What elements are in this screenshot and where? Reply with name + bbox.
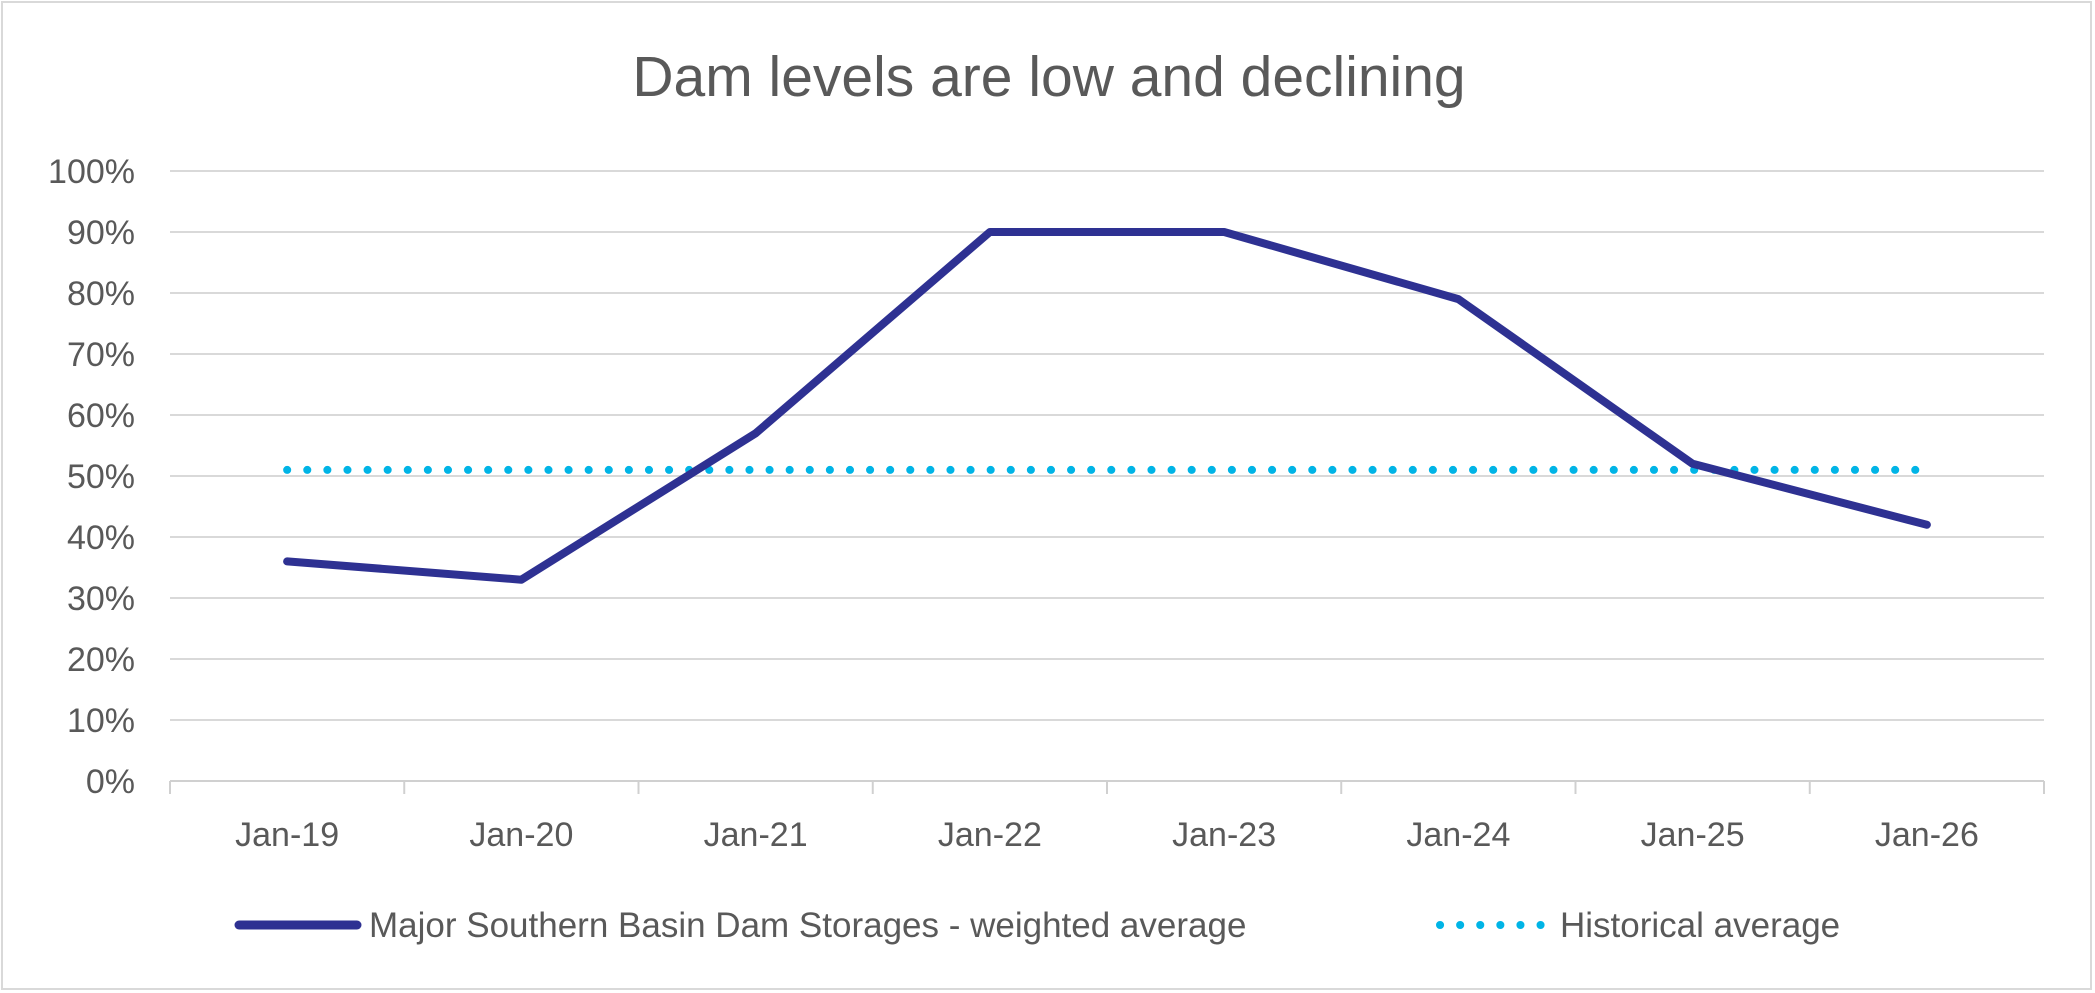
y-tick-label: 70% xyxy=(67,336,135,374)
series-line-dam-storages xyxy=(283,228,1931,584)
legend-label: Historical average xyxy=(1560,906,1840,945)
x-axis-tick-labels: Jan-19 Jan-20 Jan-21 Jan-22 Jan-23 Jan-24 Jan-… xyxy=(235,816,1979,854)
y-tick-label: 20% xyxy=(67,641,135,679)
y-tick-label: 60% xyxy=(67,397,135,435)
gridlines xyxy=(170,170,2044,721)
x-axis xyxy=(169,780,2045,794)
plot-area xyxy=(283,228,1931,584)
x-tick-label: Jan-26 xyxy=(1875,816,1979,854)
y-tick-label: 100% xyxy=(48,153,135,191)
x-tick-label: Jan-23 xyxy=(1172,816,1276,854)
x-tick-label: Jan-19 xyxy=(235,816,339,854)
x-tick-label: Jan-21 xyxy=(704,816,808,854)
x-tick-label: Jan-24 xyxy=(1406,816,1510,854)
legend-label: Major Southern Basin Dam Storages - weig… xyxy=(369,906,1246,945)
legend-entry: Historical average xyxy=(1436,906,1840,945)
chart-title: Dam levels are low and declining xyxy=(632,45,1465,109)
y-tick-label: 0% xyxy=(86,763,135,801)
legend: Major Southern Basin Dam Storages - weig… xyxy=(234,906,1840,945)
y-tick-label: 10% xyxy=(67,702,135,740)
y-tick-label: 80% xyxy=(67,275,135,313)
y-tick-label: 30% xyxy=(67,580,135,618)
y-tick-label: 40% xyxy=(67,519,135,557)
y-tick-label: 90% xyxy=(67,214,135,252)
line-chart: Dam levels are low and declining 0% 10% 20… xyxy=(48,45,2045,945)
x-tick-label: Jan-20 xyxy=(469,816,573,854)
x-tick-label: Jan-22 xyxy=(938,816,1042,854)
y-tick-label: 50% xyxy=(67,458,135,496)
x-tick-label: Jan-25 xyxy=(1641,816,1745,854)
y-axis: 0% 10% 20% 30% 40% 50% 60% 70% 80% 90% 100% xyxy=(48,153,135,801)
legend-entry: Major Southern Basin Dam Storages - weig… xyxy=(234,906,1246,945)
